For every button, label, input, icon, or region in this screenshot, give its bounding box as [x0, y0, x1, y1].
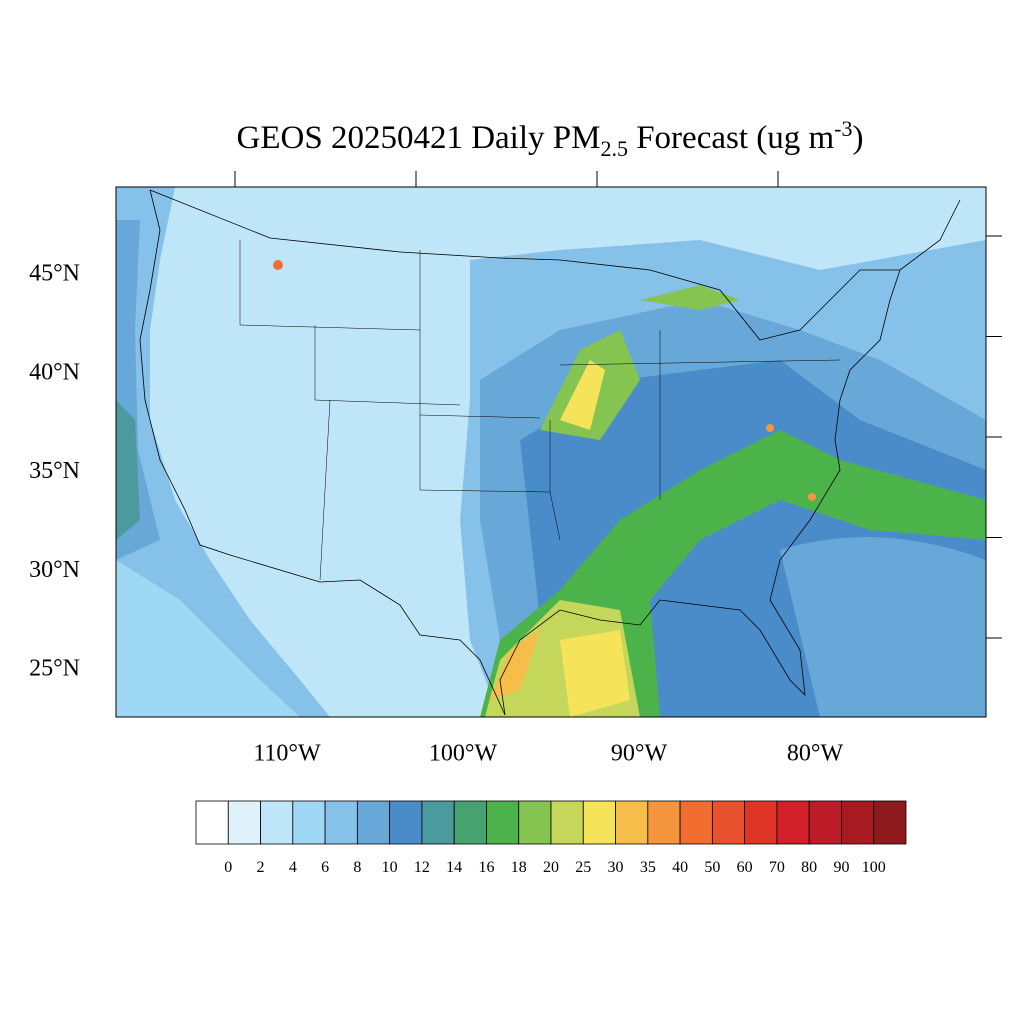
- colorbar-box: [711, 800, 746, 845]
- colorbar-box: [227, 800, 261, 845]
- colorbar-box: [195, 800, 229, 845]
- colorbar-label: 18: [511, 859, 527, 876]
- colorbar-label: 40: [672, 859, 688, 876]
- lat-label: 45°N: [29, 261, 80, 287]
- colorbar-label: 14: [446, 859, 462, 876]
- colorbar-label: 10: [382, 859, 398, 876]
- colorbar-box: [421, 800, 455, 845]
- colorbar-box: [744, 800, 778, 845]
- colorbar-label: 35: [640, 859, 656, 876]
- colorbar-box: [582, 800, 616, 845]
- colorbar-box: [841, 800, 875, 845]
- colorbar-box: [324, 800, 358, 845]
- lat-label: 35°N: [29, 458, 80, 484]
- colorbar-box: [292, 800, 326, 845]
- lon-label: 90°W: [611, 741, 668, 767]
- colorbar-box: [389, 800, 423, 845]
- colorbar-box: [518, 800, 552, 845]
- colorbar-box: [260, 800, 294, 845]
- colorbar-box: [550, 800, 584, 845]
- colorbar-label: 50: [704, 859, 720, 876]
- colorbar-box: [647, 800, 681, 845]
- colorbar-box: [486, 800, 520, 845]
- colorbar-label: 8: [353, 859, 361, 876]
- colorbar-label: 4: [289, 859, 297, 876]
- colorbar-label: 0: [224, 859, 232, 876]
- map-frame: [115, 186, 987, 718]
- colorbar-label: 60: [737, 859, 753, 876]
- colorbar-label: 100: [862, 859, 886, 876]
- colorbar-box: [615, 800, 649, 845]
- colorbar-label: 16: [478, 859, 494, 876]
- colorbar-label: 6: [321, 859, 329, 876]
- concentration-field: [116, 187, 986, 717]
- colorbar-label: 80: [801, 859, 817, 876]
- colorbar-box: [679, 800, 713, 845]
- lat-label: 30°N: [29, 557, 80, 583]
- lat-label: 25°N: [29, 656, 80, 682]
- colorbar-label: 30: [608, 859, 624, 876]
- colorbar-label: 2: [257, 859, 265, 876]
- colorbar-box: [873, 800, 907, 845]
- title-sup: -3: [834, 116, 852, 141]
- lon-label: 80°W: [787, 741, 844, 767]
- map-title: GEOS 20250421 Daily PM2.5 Forecast (ug m…: [237, 116, 864, 161]
- colorbar-label: 90: [833, 859, 849, 876]
- colorbar-box: [776, 800, 810, 845]
- colorbar-box: [453, 800, 487, 845]
- lon-label: 100°W: [429, 741, 498, 767]
- colorbar-label: 12: [414, 859, 430, 876]
- title-sub: 2.5: [600, 136, 628, 161]
- title-end: ): [852, 120, 863, 156]
- title-main: GEOS 20250421 Daily PM: [237, 120, 601, 156]
- lon-label: 110°W: [253, 741, 321, 767]
- colorbar-label: 25: [575, 859, 591, 876]
- colorbar-box: [808, 800, 842, 845]
- colorbar-label: 20: [543, 859, 559, 876]
- lat-label: 40°N: [29, 359, 80, 385]
- colorbar-box: [356, 800, 391, 845]
- colorbar-label: 70: [769, 859, 785, 876]
- title-rest: Forecast (ug m: [628, 120, 835, 156]
